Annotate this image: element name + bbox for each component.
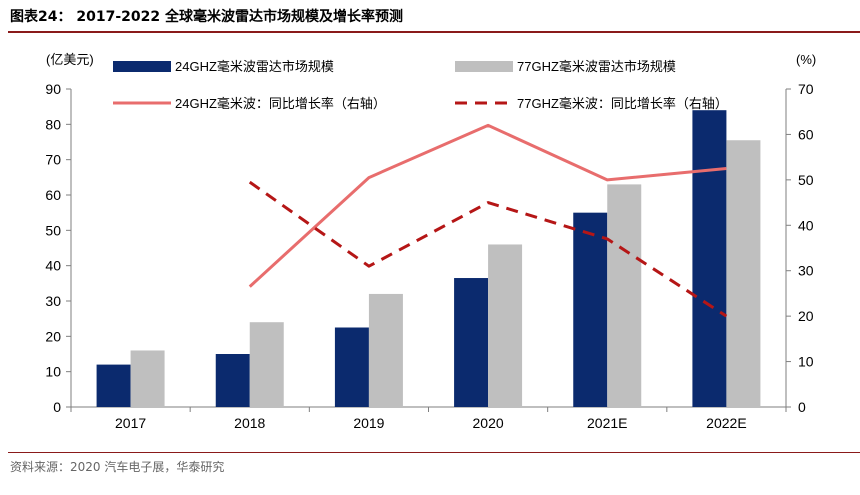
legend-label-1: 77GHZ毫米波雷达市场规模 — [517, 59, 676, 74]
x-tick-label: 2022E — [706, 415, 746, 431]
x-tick-label: 2021E — [587, 415, 627, 431]
legend-label-3: 77GHZ毫米波：同比增长率（右轴） — [517, 96, 728, 111]
bar-77ghz-2021e — [607, 184, 642, 407]
bar-24ghz-2020 — [454, 278, 489, 407]
left-tick-label: 40 — [45, 258, 61, 274]
left-tick-label: 50 — [45, 222, 61, 238]
x-tick-label: 2020 — [473, 415, 504, 431]
bar-77ghz-2017 — [130, 350, 165, 407]
left-tick-label: 20 — [45, 328, 61, 344]
bar-77ghz-2018 — [249, 322, 284, 407]
right-tick-label: 60 — [798, 126, 814, 142]
bar-24ghz-2022e — [692, 110, 727, 407]
x-tick-label: 2017 — [115, 415, 146, 431]
title-divider — [8, 31, 860, 33]
source-note: 资料来源：2020 汽车电子展，华泰研究 — [10, 460, 225, 474]
left-tick-label: 30 — [45, 293, 61, 309]
bar-77ghz-2020 — [488, 244, 523, 407]
legend: 24GHZ毫米波雷达市场规模 77GHZ毫米波雷达市场规模 24GHZ毫米波：同比增… — [113, 59, 728, 111]
left-tick-label: 60 — [45, 187, 61, 203]
axes: 0 10 20 30 40 50 60 70 80 90 0 10 20 30 40 50 60 70 2017 20… — [45, 52, 816, 431]
right-tick-label: 10 — [798, 354, 814, 370]
bar-24ghz-2021e — [573, 212, 608, 407]
right-axis-unit: (%) — [796, 52, 816, 67]
legend-swatch-1 — [455, 61, 513, 72]
left-tick-label: 90 — [45, 81, 61, 97]
left-tick-label: 10 — [45, 364, 61, 380]
bar-77ghz-2019 — [368, 293, 403, 407]
legend-swatch-0 — [113, 61, 171, 72]
x-tick-label: 2019 — [353, 415, 384, 431]
left-axis-unit: (亿美元) — [46, 52, 94, 67]
growth-lines — [248, 123, 728, 318]
right-tick-label: 30 — [798, 263, 814, 279]
bars — [96, 110, 761, 407]
bar-77ghz-2022e — [726, 140, 761, 407]
growth-line-24ghz — [248, 123, 727, 288]
bar-24ghz-2018 — [215, 354, 250, 407]
right-tick-label: 0 — [798, 399, 806, 415]
legend-label-0: 24GHZ毫米波雷达市场规模 — [175, 59, 334, 74]
bar-24ghz-2019 — [334, 327, 369, 407]
left-tick-label: 80 — [45, 116, 61, 132]
right-tick-label: 70 — [798, 81, 814, 97]
bar-24ghz-2017 — [96, 364, 131, 407]
x-tick-label: 2018 — [234, 415, 265, 431]
right-tick-label: 40 — [798, 217, 814, 233]
right-tick-label: 50 — [798, 172, 814, 188]
left-tick-label: 0 — [53, 399, 61, 415]
figure-title: 图表24： 2017-2022 全球毫米波雷达市场规模及增长率预测 — [10, 9, 403, 25]
left-tick-label: 70 — [45, 152, 61, 168]
legend-label-2: 24GHZ毫米波：同比增长率（右轴） — [175, 96, 386, 111]
right-tick-label: 20 — [798, 308, 814, 324]
growth-line-77ghz — [248, 180, 728, 318]
source-divider — [8, 452, 860, 453]
